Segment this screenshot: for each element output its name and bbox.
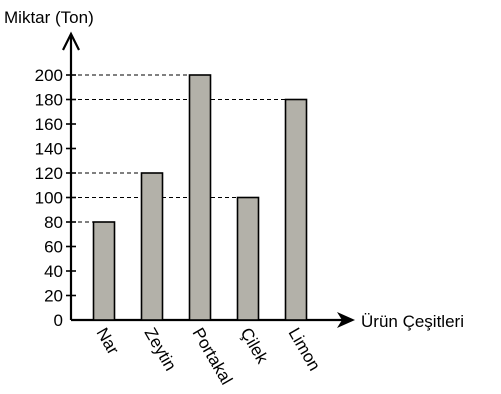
category-label: Zeytin [141, 325, 181, 375]
category-label: Çilek [237, 325, 273, 368]
x-axis-arrow-icon [337, 312, 355, 328]
category-labels: Nar Zeytin Portakal Çilek Limon [93, 325, 325, 389]
y-tick-label: 120 [35, 164, 63, 183]
y-tick-label: 80 [44, 213, 63, 232]
bar [188, 74, 212, 321]
y-axis-title: Miktar (Ton) [4, 8, 94, 27]
y-tick-label: 60 [44, 238, 63, 257]
bar [92, 221, 116, 321]
y-tick-label: 100 [35, 189, 63, 208]
bar [140, 172, 164, 321]
y-tick-label: 160 [35, 115, 63, 134]
bars [92, 74, 308, 321]
y-tick-label: 0 [54, 311, 63, 330]
y-tick-label: 40 [44, 262, 63, 281]
y-tick-label: 200 [35, 66, 63, 85]
y-tick-label: 20 [44, 287, 63, 306]
category-label: Limon [285, 325, 325, 375]
y-ticks: 0 20 40 60 80 100 120 140 160 180 200 [35, 66, 76, 330]
x-axis-title: Ürün Çeşitleri [361, 312, 464, 331]
category-label: Portakal [189, 325, 237, 389]
category-label: Nar [93, 325, 123, 359]
y-tick-label: 140 [35, 140, 63, 159]
bar [236, 196, 260, 321]
bar [284, 98, 308, 321]
y-axis-arrow-icon [62, 31, 80, 51]
y-tick-label: 180 [35, 91, 63, 110]
